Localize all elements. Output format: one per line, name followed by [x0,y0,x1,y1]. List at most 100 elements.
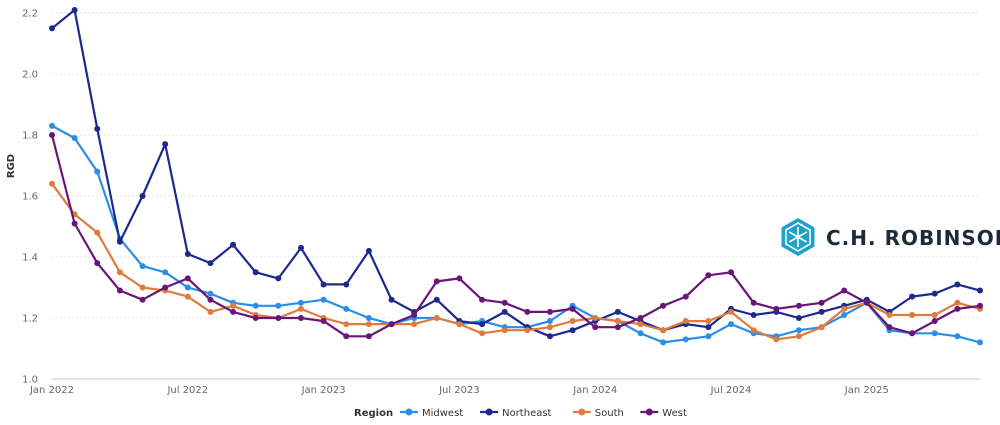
data-point-south [501,327,508,334]
x-tick-label: Jan 2023 [301,385,346,396]
data-point-south [614,318,621,325]
data-point-south [116,269,123,276]
data-point-midwest [275,302,282,309]
legend-item-south[interactable]: South [572,408,624,419]
data-point-west [139,296,146,303]
data-point-midwest [365,315,372,321]
data-point-south [433,315,440,321]
data-point-west [49,132,55,138]
data-point-south [207,308,214,315]
data-point-northeast [252,269,259,276]
data-point-south [660,327,667,334]
y-tick-label: 1.8 [22,131,38,142]
data-point-south [705,318,712,325]
hexagon-snowflake-icon [781,218,815,256]
data-point-midwest [705,333,712,340]
legend: Region Midwest Northeast South West [354,408,687,419]
data-point-midwest [252,302,259,309]
data-point-south [230,302,237,309]
data-point-south [750,327,757,334]
data-point-northeast [343,281,350,288]
data-point-west [728,269,735,276]
legend-item-west[interactable]: West [640,408,687,419]
data-point-west [592,324,599,331]
data-point-midwest [977,339,983,346]
data-point-south [456,321,463,328]
y-tick-label: 1.2 [22,314,38,325]
data-point-south [931,311,938,318]
data-point-northeast [139,193,146,199]
brand-logo: C.H. ROBINSON [781,218,1000,256]
legend-swatch-marker [578,408,586,416]
data-point-midwest [637,330,644,337]
data-point-west [818,299,825,306]
data-point-northeast [750,311,757,318]
data-point-northeast [162,141,169,148]
data-point-south [524,327,531,334]
data-point-northeast [94,125,101,132]
legend-label-south: South [595,408,624,419]
data-point-west [863,299,870,306]
data-point-west [456,275,463,282]
data-point-west [71,220,78,227]
data-point-west [207,296,214,303]
data-point-midwest [795,327,802,334]
data-point-midwest [954,333,961,340]
data-point-midwest [728,321,735,328]
legend-item-midwest[interactable]: Midwest [400,408,463,419]
data-point-south [886,311,893,318]
data-point-west [501,299,508,306]
y-tick-label: 2.0 [22,70,38,81]
data-point-midwest [207,290,214,297]
data-point-midwest [71,135,78,142]
data-point-south [592,315,599,321]
legend-item-northeast[interactable]: Northeast [480,408,552,419]
axes: RGD 1.0 1.2 1.4 1.6 1.8 2.0 2.2 Jan 2022 Jul 202… [6,9,889,397]
data-point-west [275,315,282,321]
data-point-south [637,321,644,328]
series-south [49,180,983,343]
data-point-west [343,333,350,340]
data-point-west [637,315,644,321]
data-point-south [954,299,961,306]
data-point-west [886,324,893,331]
y-tick-label: 1.0 [22,375,38,386]
data-point-west [162,284,169,291]
legend-label-northeast: Northeast [502,408,551,419]
data-point-south [546,324,553,331]
data-point-south [184,293,191,300]
data-point-south [49,180,55,187]
data-point-northeast [297,244,304,251]
data-point-northeast [954,281,961,288]
legend-label-west: West [662,408,687,419]
data-point-west [479,296,486,303]
y-tick-label: 2.2 [22,9,38,20]
series-lines [49,6,983,346]
data-point-west [705,272,712,279]
data-point-west [320,318,327,325]
data-point-northeast [184,250,191,257]
data-point-west [795,302,802,309]
data-point-south [411,321,418,328]
data-point-west [931,318,938,325]
data-point-midwest [931,330,938,337]
data-point-midwest [682,336,689,343]
legend-swatch-marker [405,408,413,416]
data-point-midwest [49,122,55,129]
x-tick-label: Jul 2024 [710,385,752,396]
data-point-midwest [320,296,327,303]
data-point-midwest [94,168,101,175]
series-line-northeast [51,8,981,338]
data-point-south [94,229,101,236]
legend-swatch-marker [645,408,653,416]
data-point-west [773,305,780,312]
data-point-west [433,278,440,285]
x-tick-label: Jul 2023 [438,385,480,396]
data-point-south [909,311,916,318]
data-point-west [94,260,101,267]
data-point-west [546,308,553,315]
data-point-west [682,293,689,300]
series-line-south [51,183,981,341]
data-point-south [479,330,486,337]
